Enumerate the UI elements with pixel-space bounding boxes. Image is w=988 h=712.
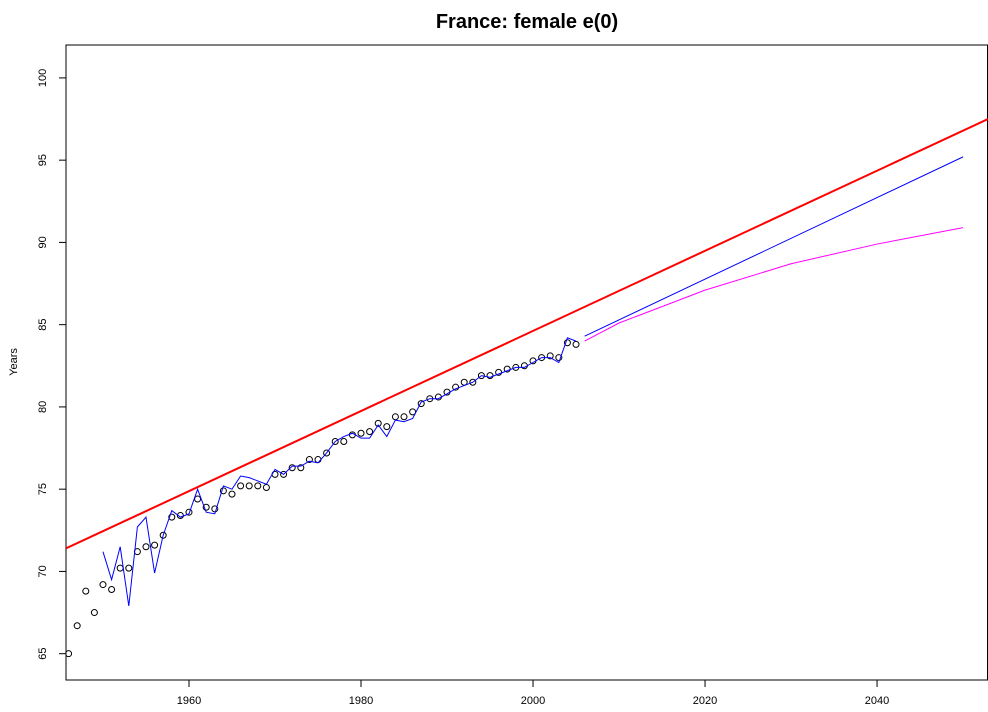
data-point [116,564,124,572]
data-point [202,503,210,511]
data-point [555,354,563,362]
data-point [314,456,322,464]
data-point [331,437,339,445]
data-point [400,413,408,421]
data-point [374,419,382,427]
data-point [194,495,202,503]
data-point [211,505,219,513]
x-tick-label: 2020 [693,695,717,707]
data-point [383,423,391,431]
data-point [185,508,193,516]
x-tick-label: 1960 [177,695,201,707]
data-point [245,482,253,490]
y-tick-label: 85 [37,319,49,331]
series-line [66,118,988,550]
y-tick-label: 70 [37,565,49,577]
plot-box [65,44,988,681]
data-point [546,352,554,360]
data-point [477,372,485,380]
data-point [151,541,159,549]
y-tick-label: 100 [37,69,49,87]
data-point [357,429,365,437]
data-point [563,339,571,347]
data-point [219,487,227,495]
x-tick-label: 2000 [521,695,545,707]
data-point [340,437,348,445]
data-point [305,456,313,464]
plot-area [66,118,988,658]
data-point [288,464,296,472]
data-point [142,543,150,551]
data-point [297,464,305,472]
data-point [168,513,176,521]
series-line [102,337,577,607]
series-line [584,227,964,342]
data-point [66,650,73,658]
data-point [366,428,374,436]
data-point [99,581,107,589]
data-point [228,490,236,498]
series-line [584,156,964,337]
data-point [108,586,116,594]
y-axis-label: Years [8,348,20,376]
data-point [391,413,399,421]
data-point [280,470,288,478]
data-point [254,482,262,490]
x-tick-label: 1980 [349,695,373,707]
y-tick-label: 80 [37,401,49,413]
data-point [417,400,425,408]
y-tick-label: 95 [37,154,49,166]
chart-title: France: female e(0) [436,11,618,33]
data-point [237,482,245,490]
data-point [159,531,167,539]
data-point [262,484,270,492]
data-point [90,609,98,617]
y-tick-label: 65 [37,648,49,660]
data-point [125,564,133,572]
data-point [73,622,81,630]
data-point [572,340,580,348]
y-tick-label: 75 [37,483,49,495]
data-point [82,587,90,595]
y-tick-label: 90 [37,236,49,248]
data-point [323,449,331,457]
data-point [469,378,477,386]
x-tick-label: 2040 [865,695,889,707]
